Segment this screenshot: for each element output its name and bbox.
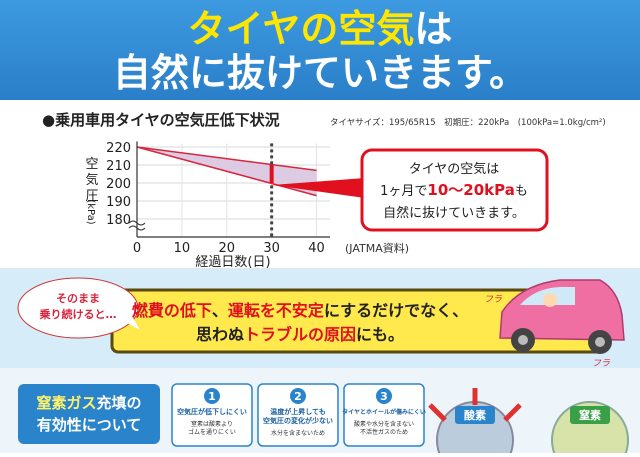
callout-pointer — [272, 178, 365, 198]
y-tick-label: 220 — [106, 141, 131, 156]
banner-line2: 思わぬトラブルの原因にも。 — [196, 325, 404, 344]
banner-highlight: トラブルの原因 — [244, 325, 356, 344]
heading-line1: 窒素ガス充填の — [36, 394, 141, 412]
bubble-tail — [118, 306, 140, 330]
gas-icons — [428, 388, 629, 457]
callout-box — [360, 148, 549, 232]
gas-label: 酸素 — [464, 408, 486, 422]
card-title: タイヤとホイールが傷みにくい — [342, 408, 426, 416]
gas-label: 窒素 — [579, 408, 601, 422]
x-tick-label: 10 — [174, 241, 191, 256]
card-text: 不活性ガスのため — [360, 428, 408, 436]
card-badge — [376, 388, 392, 404]
sound-effect: フラ — [484, 295, 502, 305]
series-line — [136, 146, 317, 172]
bubble — [17, 277, 139, 339]
title-line2: 自然に抜けていきます。 — [113, 51, 527, 95]
car-illustration — [499, 279, 625, 354]
series-line — [136, 146, 317, 197]
x-tick-label: 20 — [218, 241, 235, 256]
title-line1: タイヤの空気は — [188, 7, 453, 51]
y-axis-label: 圧 — [85, 189, 98, 204]
y-axis-label: 空 — [85, 157, 98, 172]
y-axis-label: 気 — [85, 172, 98, 188]
source: (JATMA資料) — [345, 241, 409, 255]
y-axis-label: (kPa) — [85, 199, 96, 224]
bubble-text: そのまま — [56, 292, 100, 305]
banner-part: にも。 — [356, 325, 404, 344]
header-bg — [0, 0, 640, 100]
callout-part: 1ヶ月で — [380, 184, 427, 199]
card-text: 窒素は酸素より — [191, 420, 233, 428]
card-number: 1 — [208, 390, 216, 403]
card-title: 空気圧が低下しにくい — [177, 407, 247, 416]
banner-part: にするだけでなく、 — [324, 301, 468, 320]
card-title: 温度が上昇しても — [270, 407, 325, 416]
card — [343, 383, 425, 447]
y-tick-label: 190 — [106, 195, 131, 210]
heading-box — [18, 384, 160, 444]
title-highlight: タイヤの空気 — [188, 7, 415, 51]
callout-text: 1ヶ月で10〜20kPaも — [380, 181, 528, 199]
card-badge — [204, 388, 220, 404]
card-text: 水分を含まないため — [271, 429, 325, 437]
banner-line1: 燃費の低下、運転を不安定にするだけでなく、 — [132, 301, 468, 320]
heading-line2: 有効性について — [37, 416, 142, 434]
axis-break — [128, 220, 146, 231]
card-number: 3 — [380, 390, 388, 403]
callout-text: タイヤの空気は — [409, 161, 500, 177]
banner-highlight: 燃費の低下 — [132, 301, 212, 320]
chart-title: ●乗用車用タイヤの空気圧低下状況 — [42, 111, 280, 129]
bubble-text: 乗り続けると… — [40, 307, 117, 321]
card-text: ゴムを通りにくい — [188, 428, 236, 436]
callout-text: 自然に抜けていきます。 — [383, 205, 525, 221]
card-number: 2 — [294, 390, 302, 403]
card-text: 酸素や水分を含まない — [354, 420, 414, 428]
y-tick-label: 180 — [106, 213, 131, 228]
chart: 180 190 200 210 220 0 10 20 30 40 空気圧(kPa) 経過日数(日) (… — [85, 141, 409, 270]
callout-highlight: 10〜20kPa — [427, 181, 514, 199]
heading-part: 充填の — [97, 394, 142, 412]
sound-effect: フラ — [592, 359, 610, 369]
banner-part: 思わぬ — [196, 325, 244, 344]
card-badge — [290, 388, 306, 404]
y-tick-label: 210 — [106, 159, 131, 174]
chart-subtitle: タイヤサイズ：195/65R15 初期圧：220kPa (100kPa=1.0k… — [330, 117, 606, 128]
card — [257, 383, 339, 447]
x-axis-label: 経過日数(日) — [195, 255, 270, 270]
y-tick-label: 200 — [106, 177, 131, 192]
heading-highlight: 窒素ガス — [36, 394, 96, 412]
card — [171, 383, 253, 447]
banner-highlight: 運転を不安定 — [228, 301, 324, 320]
banner-part: 、 — [212, 301, 228, 320]
title-rest: は — [414, 7, 452, 51]
x-tick-label: 30 — [263, 241, 280, 256]
card-title: 空気圧の変化が少ない — [263, 416, 333, 425]
callout-part: も — [515, 184, 528, 199]
x-tick-label: 0 — [133, 241, 141, 256]
x-tick-label: 40 — [308, 241, 325, 256]
